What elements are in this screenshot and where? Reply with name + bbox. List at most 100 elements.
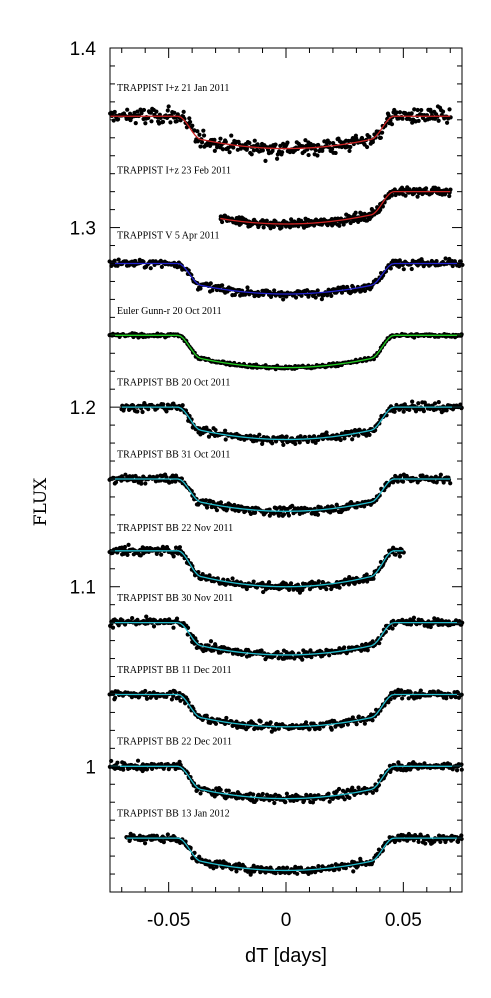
data-point — [268, 226, 273, 231]
data-point — [444, 696, 449, 701]
data-point — [364, 144, 370, 150]
data-point — [397, 258, 402, 263]
data-point — [196, 569, 201, 575]
data-point — [401, 550, 406, 555]
data-point — [212, 148, 217, 153]
data-point — [336, 786, 342, 792]
light-curve-10: TRAPPIST BB 22 Dec 2011 — [107, 737, 464, 806]
data-point — [218, 787, 223, 792]
data-point — [432, 401, 438, 406]
data-point — [269, 729, 274, 734]
light-curve-5: TRAPPIST BB 20 Oct 2011 — [117, 378, 464, 447]
data-point — [245, 285, 250, 290]
data-point — [110, 625, 116, 630]
data-point — [173, 479, 178, 484]
data-point — [257, 432, 262, 437]
data-point — [401, 267, 406, 272]
data-point — [316, 579, 321, 584]
data-point — [455, 690, 460, 695]
light-curve-1: TRAPPIST I+z 21 Jan 2011 — [108, 83, 453, 163]
data-point — [113, 695, 118, 700]
data-point — [230, 576, 235, 581]
data-point — [204, 505, 210, 510]
data-point — [223, 437, 228, 442]
data-point — [313, 148, 318, 153]
data-point — [406, 761, 412, 767]
data-point — [201, 133, 207, 138]
data-point — [149, 119, 154, 124]
data-point — [432, 616, 437, 621]
data-point — [176, 695, 181, 700]
data-point — [338, 437, 343, 443]
data-point — [252, 138, 257, 143]
data-point — [327, 653, 332, 658]
data-point — [329, 293, 334, 298]
light-curve-9: TRAPPIST BB 11 Dec 2011 — [107, 665, 464, 734]
data-point — [166, 104, 171, 109]
data-point — [389, 122, 395, 127]
data-point — [143, 688, 148, 694]
data-point — [290, 503, 295, 508]
data-point — [345, 722, 350, 727]
data-point — [159, 264, 164, 269]
data-point — [271, 224, 276, 229]
data-point — [293, 295, 299, 300]
data-point — [285, 140, 290, 145]
data-point — [121, 767, 126, 772]
data-point — [343, 866, 348, 871]
data-point — [447, 256, 452, 262]
data-point — [411, 615, 417, 620]
data-point — [260, 791, 265, 797]
fit-line — [110, 693, 462, 728]
fit-line — [110, 765, 462, 800]
data-point — [229, 133, 234, 138]
data-point — [412, 107, 417, 112]
data-point — [292, 219, 297, 224]
light-curve-2: TRAPPIST I+z 23 Feb 2011 — [117, 166, 453, 231]
data-point — [337, 867, 342, 872]
data-point — [188, 119, 193, 125]
light-curve-3: TRAPPIST V 5 Apr 2011 — [107, 230, 465, 302]
data-point — [281, 512, 287, 517]
data-point — [388, 266, 393, 271]
data-point — [415, 107, 420, 113]
data-point — [169, 697, 175, 702]
data-point — [401, 409, 406, 414]
data-point — [115, 117, 121, 122]
data-point — [259, 648, 264, 653]
data-point — [416, 839, 421, 845]
data-point — [125, 107, 130, 112]
data-point — [198, 791, 203, 796]
y-tick-label: 1 — [85, 757, 96, 778]
x-tick-label: -0.05 — [147, 910, 190, 931]
curve-label: TRAPPIST BB 20 Oct 2011 — [117, 378, 230, 389]
data-point — [297, 440, 302, 445]
data-point — [373, 135, 378, 140]
data-point — [247, 140, 252, 146]
data-point — [324, 430, 329, 435]
data-point — [367, 432, 372, 437]
data-point — [295, 871, 300, 876]
data-point — [268, 720, 273, 725]
data-point — [377, 641, 382, 646]
data-point — [227, 150, 232, 155]
data-point — [178, 118, 183, 123]
data-point — [251, 579, 256, 584]
data-point — [251, 863, 256, 868]
data-point — [326, 791, 331, 796]
data-point — [359, 648, 364, 653]
data-point — [317, 726, 322, 732]
data-point — [183, 701, 188, 706]
data-point — [392, 409, 397, 414]
data-point — [350, 437, 355, 442]
data-point — [436, 118, 441, 123]
data-point — [172, 110, 177, 115]
data-point — [177, 545, 182, 550]
data-point — [454, 768, 460, 773]
fit-line — [110, 115, 451, 150]
data-point — [337, 585, 342, 590]
data-point — [206, 434, 212, 439]
data-point — [211, 866, 216, 871]
data-point — [161, 840, 166, 845]
fit-line — [110, 621, 462, 656]
